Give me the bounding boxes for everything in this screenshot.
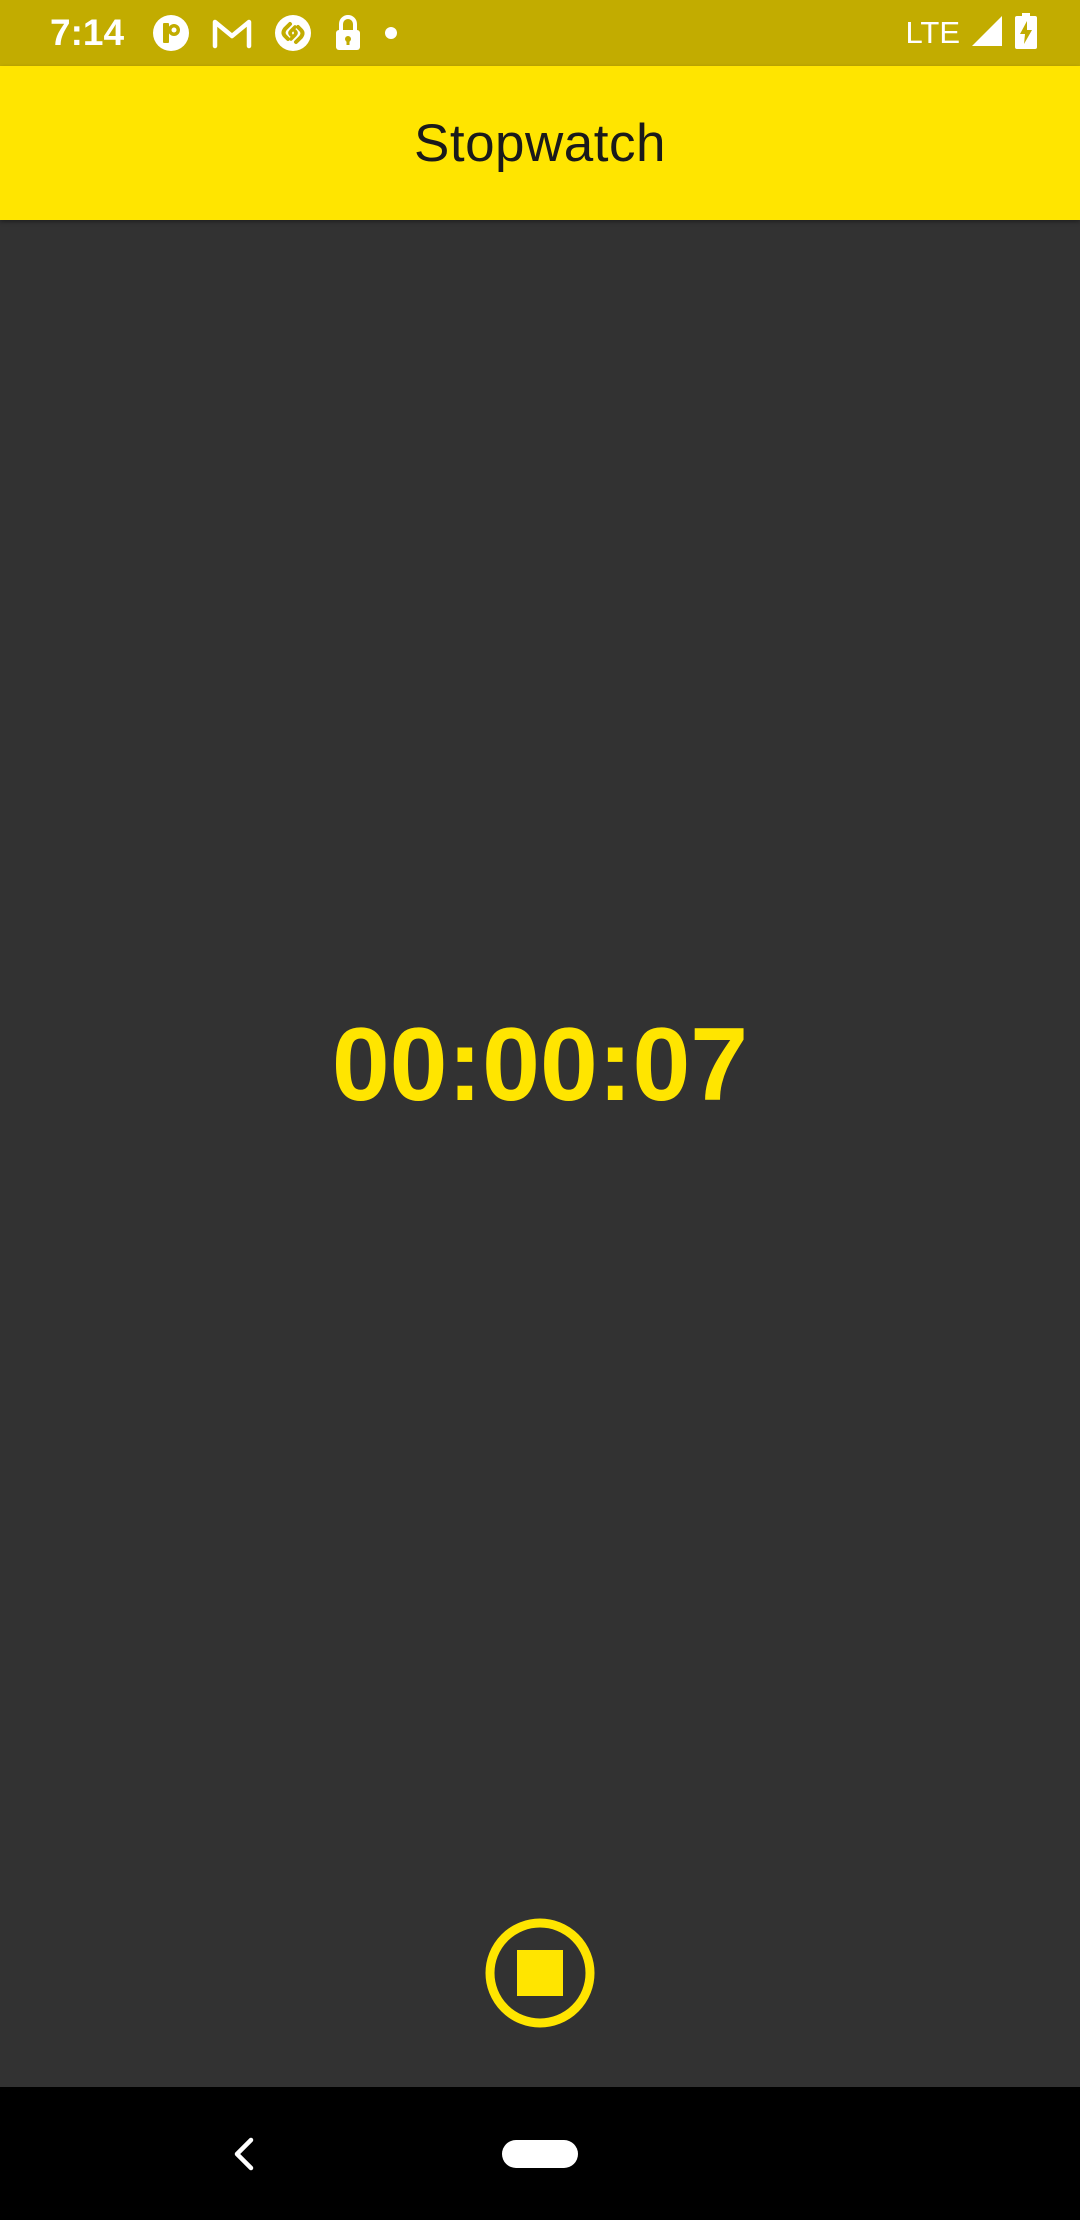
app-notification-icon (152, 14, 190, 52)
gmail-icon (212, 17, 252, 49)
dot-icon (384, 26, 398, 40)
system-status: LTE (905, 11, 1038, 55)
navigation-bar (0, 2087, 1080, 2220)
back-button[interactable] (222, 2131, 268, 2177)
back-chevron-icon (234, 2137, 254, 2171)
signal-icon (970, 14, 1004, 53)
timer-display: 00:00:07 (331, 1007, 749, 1123)
status-time: 7:14 (50, 12, 125, 53)
network-type-label: LTE (905, 15, 960, 50)
app-bar: Stopwatch (0, 66, 1080, 220)
shazam-icon (274, 14, 312, 52)
status-bar: 7:14 (0, 0, 1080, 66)
stop-circle-icon (485, 1918, 595, 2028)
page-title: Stopwatch (414, 113, 666, 173)
battery-charging-icon (1014, 12, 1038, 55)
stop-button[interactable] (484, 1917, 596, 2029)
lock-icon (334, 14, 362, 52)
notification-icons (152, 13, 398, 53)
home-button[interactable] (502, 2140, 578, 2168)
